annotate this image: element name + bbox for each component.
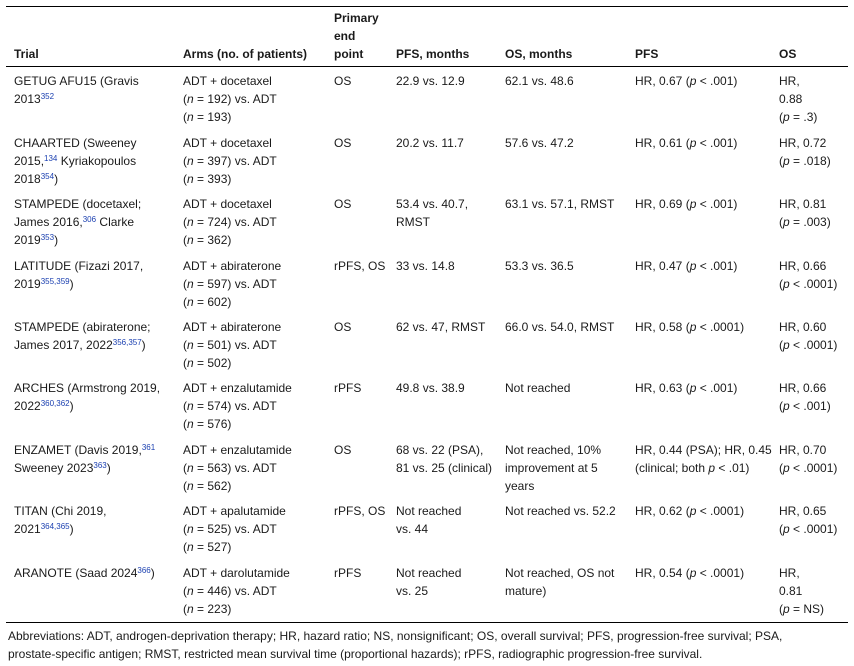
row-aranote-os-months: Not reached, OS not mature) xyxy=(505,566,615,598)
row-enzamet-arms: ADT + enzalutamide (n = 563) vs. ADT (n … xyxy=(183,443,292,493)
row-titan-pfs: HR, 0.62 (p < .0001) xyxy=(635,504,745,518)
row-titan-arms: ADT + apalutamide (n = 525) vs. ADT (n =… xyxy=(183,504,286,554)
row-aranote-trial: ARANOTE (Saad 2024366) xyxy=(14,566,155,580)
row-aranote-endpoint: rPFS xyxy=(334,566,362,580)
row-stampede-docetaxel-arms: ADT + docetaxel (n = 724) vs. ADT (n = 3… xyxy=(183,197,277,247)
row-latitude-os-months: 53.3 vs. 36.5 xyxy=(505,259,574,273)
row-arches-endpoint: rPFS xyxy=(334,381,362,395)
row-stampede-abiraterone-pfs: HR, 0.58 (p < .0001) xyxy=(635,320,745,334)
row-enzamet-os: HR, 0.70 (p < .0001) xyxy=(779,443,838,475)
row-chaarted-arms: ADT + docetaxel (n = 397) vs. ADT (n = 3… xyxy=(183,136,277,186)
row-latitude-endpoint: rPFS, OS xyxy=(334,259,386,273)
header-trial: Trial xyxy=(14,47,39,61)
row-latitude-trial: LATITUDE (Fizazi 2017, 2019355,359) xyxy=(14,259,144,291)
row-getug-endpoint: OS xyxy=(334,74,352,88)
row-getug-arms: ADT + docetaxel (n = 192) vs. ADT (n = 1… xyxy=(183,74,277,124)
row-stampede-docetaxel-trial: STAMPEDE (docetaxel; James 2016,306 Clar… xyxy=(14,197,142,247)
row-chaarted-trial: CHAARTED (Sweeney 2015,134 Kyriakopoulos… xyxy=(14,136,137,186)
row-enzamet-trial: ENZAMET (Davis 2019,361 Sweeney 2023363) xyxy=(14,443,156,475)
header-pfs-months: PFS, months xyxy=(396,47,470,61)
row-latitude-arms: ADT + abiraterone (n = 597) vs. ADT (n =… xyxy=(183,259,282,309)
header-arms: Arms (no. of patients) xyxy=(183,47,308,61)
row-titan-os: HR, 0.65 (p < .0001) xyxy=(779,504,838,536)
row-aranote-pfs: HR, 0.54 (p < .0001) xyxy=(635,566,745,580)
row-stampede-abiraterone-os-months: 66.0 vs. 54.0, RMST xyxy=(505,320,615,334)
row-chaarted-os: HR, 0.72 (p = .018) xyxy=(779,136,831,168)
row-chaarted-pfs-months: 20.2 vs. 11.7 xyxy=(396,136,464,150)
row-arches-os-months: Not reached xyxy=(505,381,571,395)
header-bottom-rule xyxy=(6,66,848,67)
header-os: OS xyxy=(779,47,797,61)
row-stampede-docetaxel-os: HR, 0.81 (p = .003) xyxy=(779,197,831,229)
row-chaarted-pfs: HR, 0.61 (p < .001) xyxy=(635,136,738,150)
row-titan-endpoint: rPFS, OS xyxy=(334,504,386,518)
row-enzamet-pfs: HR, 0.44 (PSA); HR, 0.45 (clinical; both… xyxy=(635,443,772,475)
row-stampede-abiraterone-endpoint: OS xyxy=(334,320,352,334)
row-getug-os-months: 62.1 vs. 48.6 xyxy=(505,74,574,88)
row-aranote-pfs-months: Not reached vs. 25 xyxy=(396,566,462,598)
row-latitude-pfs: HR, 0.47 (p < .001) xyxy=(635,259,738,273)
table-footnote: Abbreviations: ADT, androgen-deprivation… xyxy=(8,629,783,661)
table-bottom-rule xyxy=(6,622,848,623)
row-stampede-abiraterone-os: HR, 0.60 (p < .0001) xyxy=(779,320,838,352)
row-stampede-docetaxel-pfs-months: 53.4 vs. 40.7, RMST xyxy=(396,197,469,229)
row-arches-os: HR, 0.66 (p < .001) xyxy=(779,381,831,413)
row-stampede-abiraterone-pfs-months: 62 vs. 47, RMST xyxy=(396,320,486,334)
row-stampede-docetaxel-os-months: 63.1 vs. 57.1, RMST xyxy=(505,197,615,211)
row-enzamet-endpoint: OS xyxy=(334,443,352,457)
header-os-months: OS, months xyxy=(505,47,573,61)
row-getug-pfs: HR, 0.67 (p < .001) xyxy=(635,74,738,88)
row-arches-pfs-months: 49.8 vs. 38.9 xyxy=(396,381,465,395)
row-titan-pfs-months: Not reached vs. 44 xyxy=(396,504,462,536)
table-top-rule xyxy=(6,6,848,7)
row-getug-os: HR, 0.88 (p = .3) xyxy=(779,74,818,124)
header-pfs: PFS xyxy=(635,47,659,61)
row-arches-trial: ARCHES (Armstrong 2019, 2022360,362) xyxy=(14,381,161,413)
row-getug-trial: GETUG AFU15 (Gravis 2013352 xyxy=(14,74,139,106)
row-enzamet-os-months: Not reached, 10% improvement at 5 years xyxy=(505,443,602,493)
row-stampede-docetaxel-endpoint: OS xyxy=(334,197,352,211)
row-aranote-os: HR, 0.81 (p = NS) xyxy=(779,566,825,616)
row-arches-pfs: HR, 0.63 (p < .001) xyxy=(635,381,738,395)
row-chaarted-os-months: 57.6 vs. 47.2 xyxy=(505,136,574,150)
row-stampede-abiraterone-arms: ADT + abiraterone (n = 501) vs. ADT (n =… xyxy=(183,320,282,370)
row-latitude-os: HR, 0.66 (p < .0001) xyxy=(779,259,838,291)
row-chaarted-endpoint: OS xyxy=(334,136,352,150)
row-titan-trial: TITAN (Chi 2019, 2021364,365) xyxy=(14,504,107,536)
row-latitude-pfs-months: 33 vs. 14.8 xyxy=(396,259,455,273)
row-enzamet-pfs-months: 68 vs. 22 (PSA), 81 vs. 25 (clinical) xyxy=(396,443,493,475)
row-stampede-abiraterone-trial: STAMPEDE (abiraterone; James 2017, 20223… xyxy=(14,320,151,352)
row-stampede-docetaxel-pfs: HR, 0.69 (p < .001) xyxy=(635,197,738,211)
row-arches-arms: ADT + enzalutamide (n = 574) vs. ADT (n … xyxy=(183,381,292,431)
header-primary-endpoint: Primary end point xyxy=(334,11,379,61)
row-aranote-arms: ADT + darolutamide (n = 446) vs. ADT (n … xyxy=(183,566,290,616)
row-getug-pfs-months: 22.9 vs. 12.9 xyxy=(396,74,465,88)
row-titan-os-months: Not reached vs. 52.2 xyxy=(505,504,616,518)
